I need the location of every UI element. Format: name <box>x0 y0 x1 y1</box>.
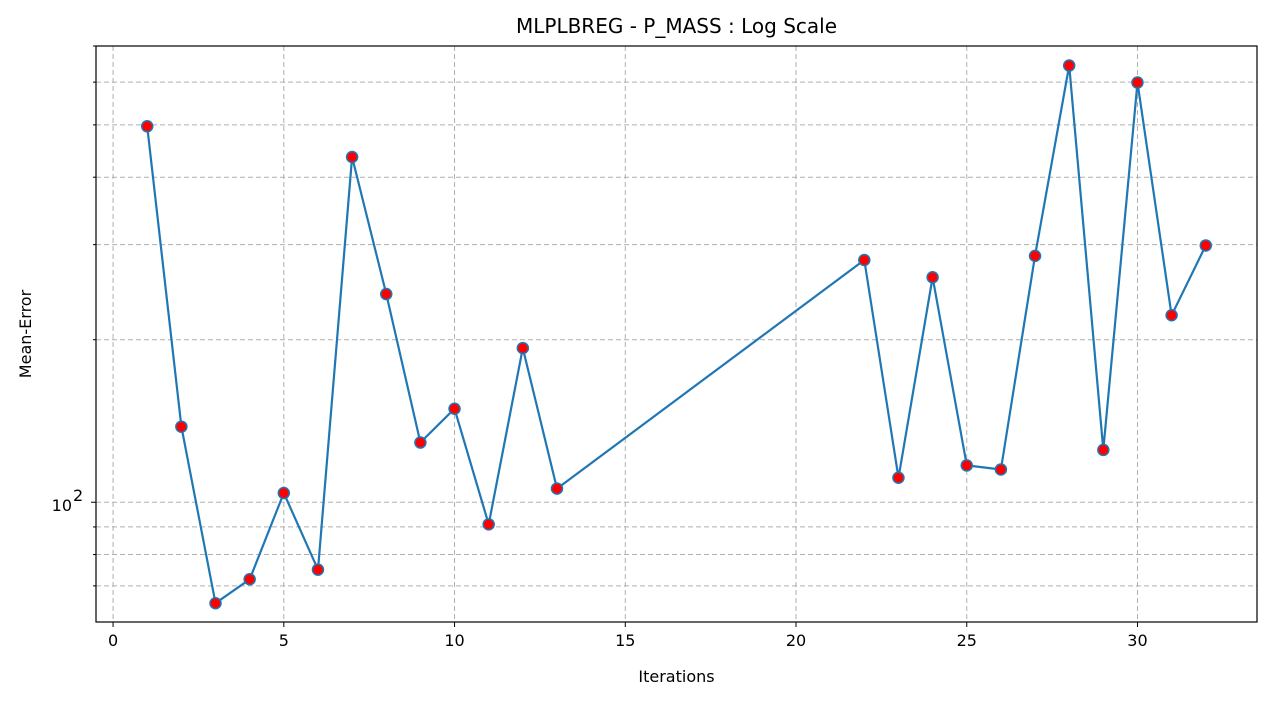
data-point <box>414 436 427 449</box>
data-point <box>1028 249 1042 263</box>
data-point <box>926 271 939 284</box>
x-tick-label: 15 <box>615 631 635 650</box>
data-point <box>550 482 564 495</box>
grid-layer <box>96 45 1257 622</box>
data-point <box>243 573 256 586</box>
y-tick-label: 10 <box>52 496 72 515</box>
data-point <box>1062 59 1076 72</box>
data-point <box>1165 309 1178 322</box>
data-point <box>516 341 530 355</box>
data-point <box>140 120 154 133</box>
y-axis-label: Mean-Error <box>16 289 35 378</box>
series-line <box>146 64 1207 605</box>
data-point <box>380 287 393 301</box>
data-point <box>858 253 871 267</box>
data-point <box>994 463 1008 476</box>
data-point <box>892 471 905 485</box>
x-tick-label: 30 <box>1127 631 1147 650</box>
data-point <box>345 150 359 164</box>
x-tick-label: 25 <box>957 631 977 650</box>
data-point <box>1131 76 1144 89</box>
data-point <box>448 402 461 415</box>
data-point <box>1199 239 1213 252</box>
data-point <box>482 518 495 531</box>
x-tick-label: 0 <box>108 631 118 650</box>
x-axis-label: Iterations <box>638 667 714 686</box>
series-layer <box>140 59 1213 610</box>
data-point <box>209 596 222 610</box>
y-tick-label-exponent: 2 <box>73 486 83 505</box>
data-point <box>960 459 973 472</box>
x-tick-label: 20 <box>786 631 806 650</box>
data-point <box>311 563 325 576</box>
data-point <box>277 486 291 500</box>
plot-frame <box>95 45 1258 623</box>
data-point <box>1097 443 1110 457</box>
chart-title: MLPLBREG - P_MASS : Log Scale <box>516 14 837 38</box>
x-tick-label: 5 <box>279 631 289 650</box>
x-tick-label: 10 <box>444 631 464 650</box>
data-point <box>175 420 188 433</box>
